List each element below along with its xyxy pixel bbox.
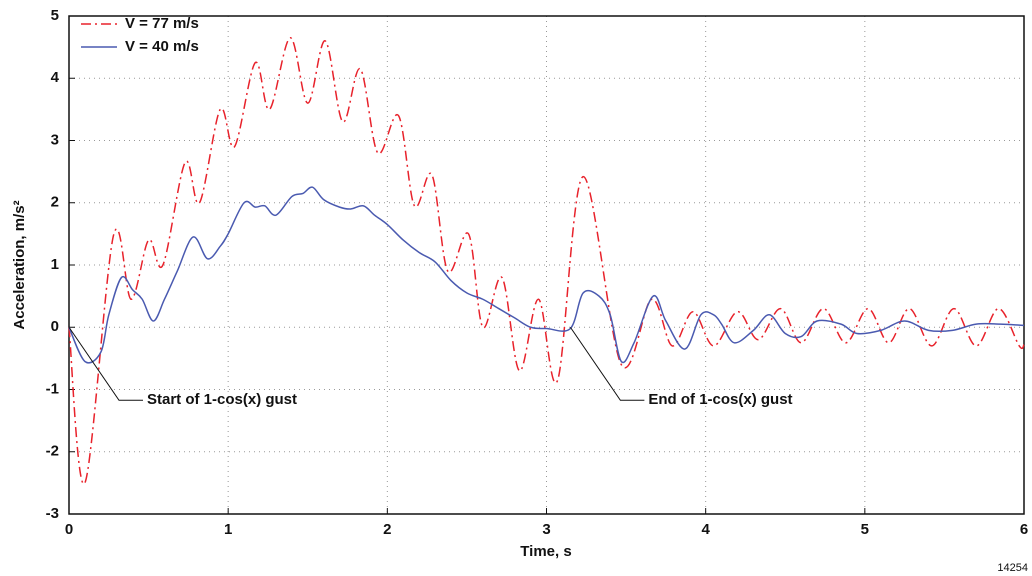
plot-frame [68, 15, 1025, 515]
figure-number: 14254 [997, 562, 1028, 574]
annotation-leader [68, 326, 143, 401]
y-tick-label: 2 [51, 194, 59, 211]
data-line [68, 186, 1025, 364]
y-tick-label: 4 [51, 69, 60, 86]
y-tick-label: 5 [51, 7, 59, 24]
x-tick-label: 2 [383, 521, 391, 538]
x-tick-label: 4 [701, 521, 710, 538]
y-tick-label: -3 [46, 505, 59, 522]
x-tick-label: 1 [224, 521, 232, 538]
legend-label: V = 77 m/s [125, 15, 199, 32]
y-tick-label: 0 [51, 318, 59, 335]
legend-label: V = 40 m/s [125, 38, 199, 55]
x-tick-label: 3 [542, 521, 550, 538]
x-axis-label: Time, s [520, 543, 571, 560]
y-axis-label: Acceleration, m/s² [11, 200, 28, 329]
annotation: Start of 1-cos(x) gust [147, 391, 297, 408]
x-tick-label: 5 [861, 521, 869, 538]
annotation: End of 1-cos(x) gust [648, 391, 792, 408]
x-tick-label: 6 [1020, 521, 1028, 538]
y-tick-label: 3 [51, 131, 59, 148]
y-tick-label: -1 [46, 380, 59, 397]
annotation-leader [569, 326, 645, 401]
y-tick-label: 1 [51, 256, 59, 273]
y-tick-label: -2 [46, 443, 59, 460]
x-tick-label: 0 [65, 521, 73, 538]
data-line [68, 37, 1025, 485]
